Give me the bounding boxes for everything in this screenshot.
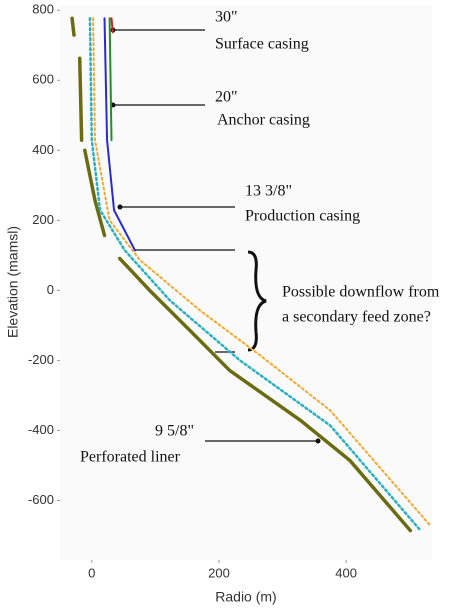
annotation: 30"	[215, 9, 238, 26]
annotation: Production casing	[245, 208, 360, 225]
leaders	[112, 29, 318, 442]
annotation: 13 3/8"	[245, 183, 292, 200]
well-line	[103, 17, 137, 252]
y-tick-label: -600	[28, 492, 54, 507]
annotation: Surface casing	[215, 36, 309, 53]
well-line	[88, 17, 422, 532]
annotation: a secondary feed zone?	[282, 309, 431, 326]
annotation: 9 5/8"	[155, 423, 194, 440]
y-axis-label: Elevation (mamsl)	[5, 226, 21, 338]
x-tick-label: 0	[88, 565, 95, 580]
y-tick-label: -200	[28, 352, 54, 367]
well-line	[110, 17, 114, 34]
annotation: Anchor casing	[217, 112, 310, 129]
y-tick-label: 800	[32, 2, 54, 17]
y-tick-label: 600	[32, 72, 54, 87]
annotation: Possible downflow from	[282, 284, 440, 301]
y-tick-label: 0	[47, 282, 54, 297]
y-tick-label: 200	[32, 212, 54, 227]
annotation: Perforated liner	[80, 449, 181, 466]
well-line	[70, 16, 413, 533]
annotation: 20"	[215, 89, 238, 106]
y-tick-label: -400	[28, 422, 54, 437]
y-tick-label: 400	[32, 142, 54, 157]
x-tick-label: 400	[335, 565, 357, 580]
plot-area	[60, 5, 432, 560]
well-line	[108, 17, 113, 142]
x-axis-label: Radio (m)	[215, 589, 276, 605]
x-tick-label: 200	[208, 565, 230, 580]
well-line	[92, 17, 432, 527]
